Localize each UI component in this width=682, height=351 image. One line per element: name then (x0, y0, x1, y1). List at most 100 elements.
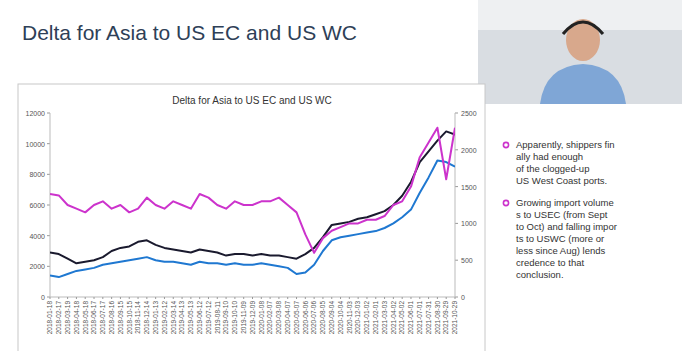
x-tick-label: 2019-08-11 (214, 301, 221, 334)
bullet-text: ally had enough (516, 151, 583, 162)
x-tick-label: 2018-12-14 (143, 301, 150, 335)
x-tick-label: 2018-03-19 (64, 301, 71, 335)
x-tick (129, 297, 130, 299)
x-tick (164, 297, 165, 299)
x-tick-label: 2021-02-01 (372, 301, 379, 335)
x-tick (278, 297, 279, 299)
x-tick (270, 297, 271, 299)
x-tick (50, 297, 51, 299)
chart-title: Delta for Asia to US EC and US WC (172, 95, 332, 106)
x-tick-label: 2019-03-14 (170, 301, 177, 335)
x-tick-label: 2020-10-04 (337, 301, 344, 335)
x-tick (234, 297, 235, 299)
x-tick (173, 297, 174, 299)
x-tick-label: 2018-07-17 (99, 301, 106, 335)
x-tick (314, 297, 315, 299)
x-tick (120, 297, 121, 299)
x-tick (261, 297, 262, 299)
webcam (478, 0, 682, 104)
x-tick-label: 2020-02-07 (266, 301, 273, 335)
x-tick-label: 2019-04-13 (178, 301, 185, 335)
y-tick-label: 4000 (29, 233, 45, 240)
x-tick-label: 2020-01-08 (258, 301, 265, 335)
x-tick (366, 297, 367, 299)
x-tick (455, 297, 456, 299)
x-tick (375, 297, 376, 299)
x-tick-label: 2021-04-02 (390, 301, 397, 335)
x-tick-label: 2020-11-03 (346, 301, 353, 334)
x-tick (146, 297, 147, 299)
x-tick-label: 2018-02-17 (55, 301, 62, 335)
x-tick-label: 2019-09-10 (222, 301, 229, 335)
slide: Delta for Asia to US EC and US WCDelta f… (0, 0, 682, 351)
x-tick (243, 297, 244, 299)
x-tick-label: 2019-05-13 (187, 301, 194, 335)
x-tick-label: 2020-12-03 (354, 301, 361, 335)
x-tick-label: 2018-04-18 (73, 301, 80, 335)
x-tick (190, 297, 191, 299)
bullet-text: conclusion. (516, 269, 564, 280)
webcam-headset (563, 22, 603, 34)
x-tick (437, 297, 438, 299)
bullet-text: credence to that (516, 257, 584, 268)
x-tick-label: 2019-07-12 (205, 301, 212, 335)
x-tick (94, 297, 95, 299)
x-tick-label: 2020-07-06 (310, 301, 317, 335)
x-tick (226, 297, 227, 299)
x-tick (358, 297, 359, 299)
x-tick (287, 297, 288, 299)
x-tick (446, 297, 447, 299)
x-tick-label: 2018-11-14 (134, 301, 141, 334)
y2-tick-label: 1000 (461, 220, 477, 227)
x-tick (85, 297, 86, 299)
x-tick (111, 297, 112, 299)
bullet-text: Growing import volume (516, 197, 614, 208)
y-tick-label: 12000 (26, 110, 46, 117)
x-tick-label: 2021-05-02 (398, 301, 405, 335)
bullet-text: ts to USWC (more or (516, 233, 604, 244)
webcam-body (540, 64, 626, 104)
x-tick (305, 297, 306, 299)
x-tick (199, 297, 200, 299)
series-line (50, 161, 455, 278)
x-tick (217, 297, 218, 299)
x-tick-label: 2021-07-01 (416, 301, 423, 335)
x-tick (58, 297, 59, 299)
x-tick-label: 2021-06-01 (407, 301, 414, 335)
x-tick-label: 2020-05-07 (293, 301, 300, 335)
y-tick-label: 0 (41, 294, 45, 301)
x-tick-label: 2019-12-09 (249, 301, 256, 335)
x-tick-label: 2018-05-18 (82, 301, 89, 335)
x-tick (349, 297, 350, 299)
x-tick (419, 297, 420, 299)
plot-area (50, 128, 455, 277)
x-tick-label: 2021-07-31 (425, 301, 432, 335)
x-tick (322, 297, 323, 299)
x-tick (252, 297, 253, 299)
series-line (50, 128, 455, 253)
x-tick-label: 2019-01-13 (152, 301, 159, 335)
x-tick (102, 297, 103, 299)
y2-tick-label: 1500 (461, 184, 477, 191)
x-tick (155, 297, 156, 299)
y2-tick-label: 500 (461, 257, 473, 264)
x-tick (182, 297, 183, 299)
series-line (50, 131, 455, 263)
x-tick-label: 2018-09-15 (117, 301, 124, 335)
x-tick (138, 297, 139, 299)
x-tick-label: 2020-03-08 (275, 301, 282, 335)
x-tick-label: 2021-09-29 (442, 301, 449, 335)
y-tick-label: 8000 (29, 171, 45, 178)
x-tick-label: 2021-10-29 (451, 301, 458, 335)
y2-tick-label: 2500 (461, 110, 477, 117)
x-tick (67, 297, 68, 299)
x-tick (428, 297, 429, 299)
x-tick-label: 2021-08-30 (434, 301, 441, 335)
bullet-text: to Oct) and falling impor (516, 221, 617, 232)
chart-frame (18, 84, 485, 351)
y2-axis (455, 113, 456, 297)
bullet-text: of the clogged-up (516, 163, 589, 174)
y2-tick-label: 2000 (461, 147, 477, 154)
x-tick (340, 297, 341, 299)
x-tick-label: 2019-02-12 (161, 301, 168, 335)
